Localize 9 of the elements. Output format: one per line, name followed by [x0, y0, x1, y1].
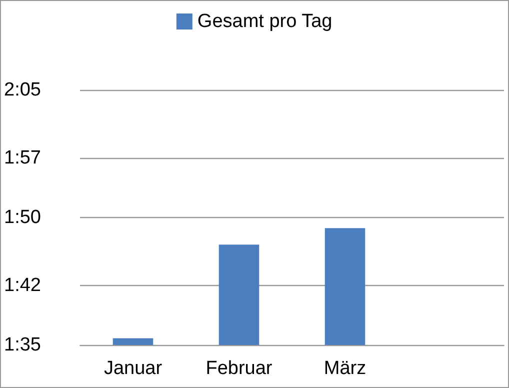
y-tick-label: 1:57	[4, 147, 41, 168]
x-tick-label: März	[324, 358, 366, 379]
x-tick-label: Januar	[104, 358, 163, 379]
y-tick-label: 1:50	[4, 207, 41, 228]
legend-label: Gesamt pro Tag	[197, 11, 332, 32]
y-tick-label: 1:35	[4, 334, 41, 356]
y-tick-label: 1:42	[4, 274, 41, 296]
x-tick-label: Februar	[206, 358, 273, 379]
y-tick-label: 2:05	[4, 80, 41, 100]
